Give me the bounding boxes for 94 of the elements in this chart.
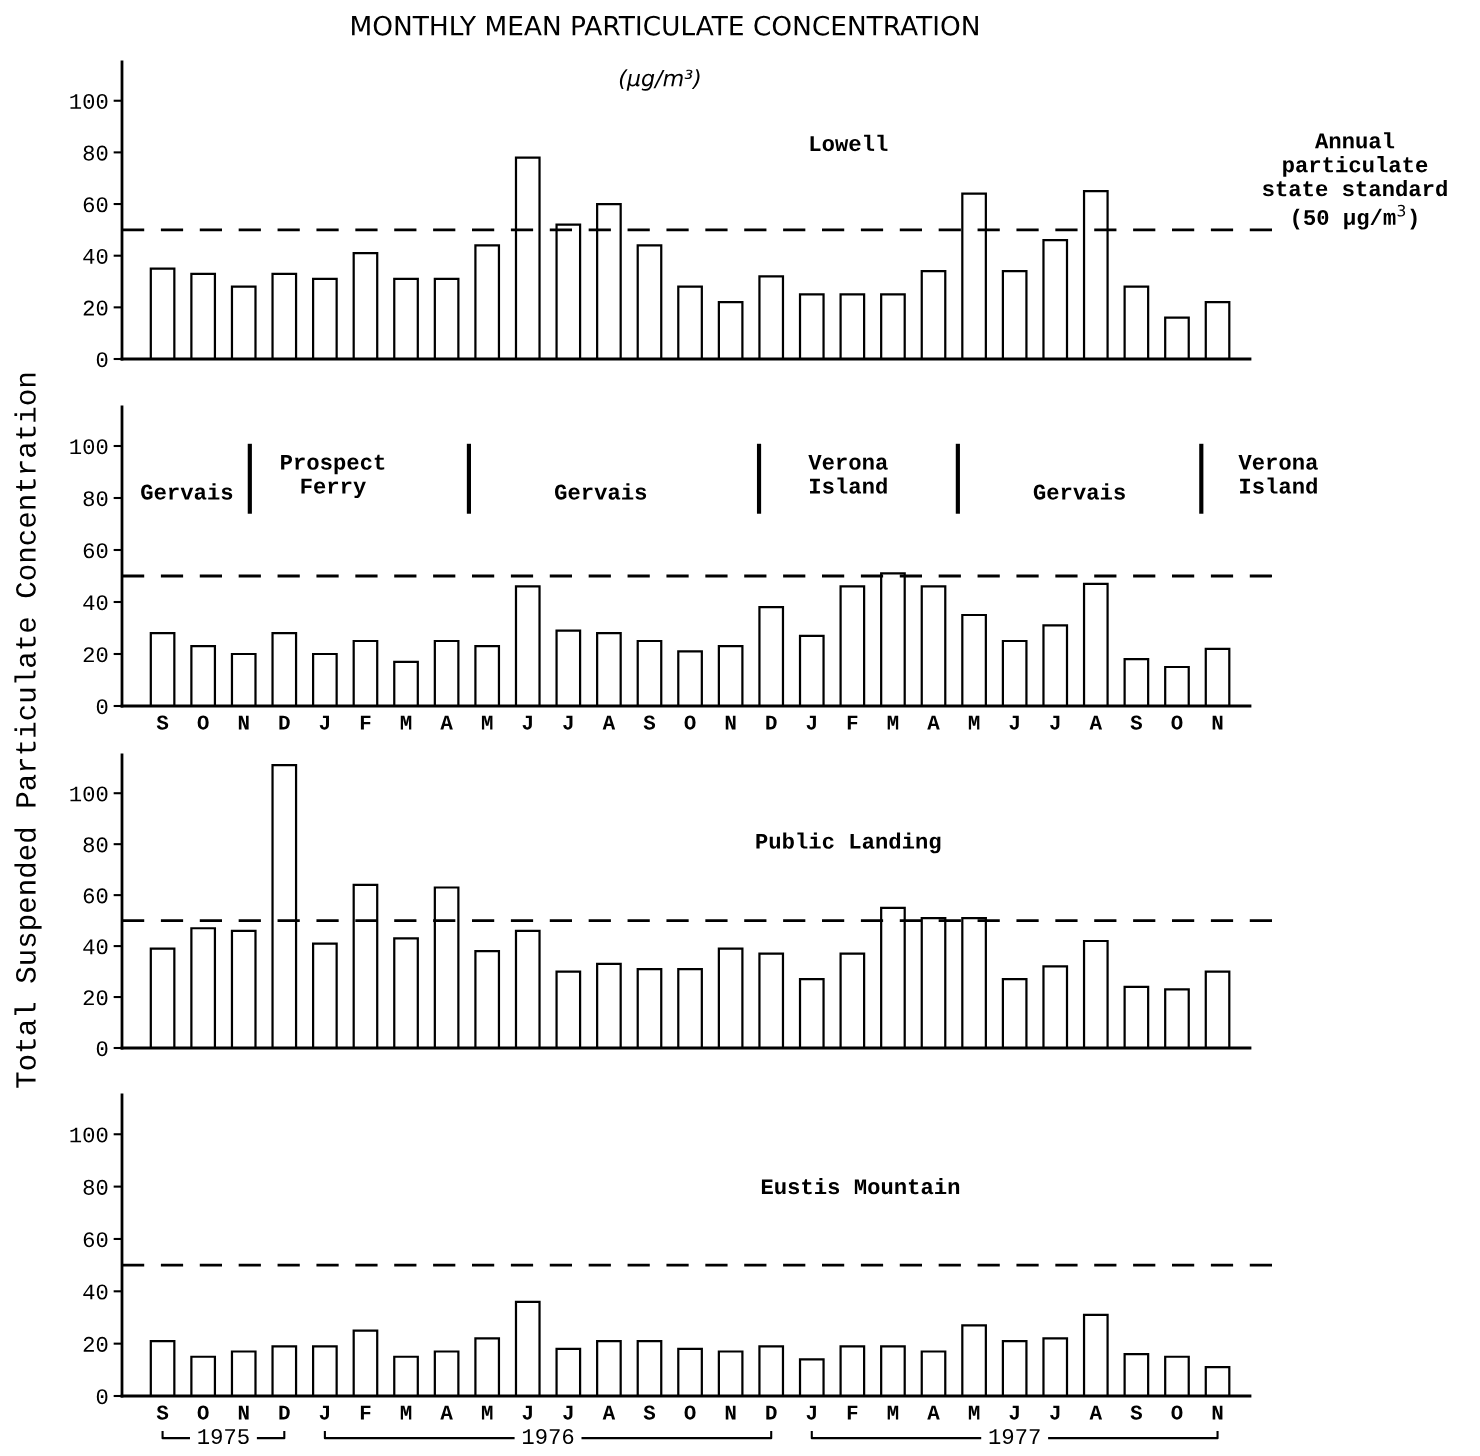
y-tick-label: 0 bbox=[96, 352, 108, 368]
x-tick-label: J bbox=[806, 715, 816, 730]
y-tick-label: 20 bbox=[83, 300, 108, 316]
annotation: Eustis Mountain bbox=[761, 1177, 960, 1195]
y-tick-label: 100 bbox=[70, 93, 108, 110]
x-tick-label: J bbox=[319, 1405, 329, 1420]
x-tick-label: F bbox=[847, 715, 858, 730]
y-tick-label: 60 bbox=[83, 197, 108, 213]
y-tick-label: 0 bbox=[96, 1389, 108, 1405]
x-tick-label: J bbox=[1009, 1405, 1019, 1420]
x-tick-label: S bbox=[643, 715, 656, 730]
x-tick-label: A bbox=[602, 715, 616, 730]
x-tick-label: N bbox=[1212, 715, 1223, 730]
x-tick-label: M bbox=[968, 1405, 980, 1420]
x-tick-label: M bbox=[481, 1405, 493, 1420]
x-tick-label: J bbox=[319, 715, 329, 730]
annotation: Public Landing bbox=[756, 832, 941, 854]
x-tick-label: J bbox=[522, 715, 532, 730]
y-tick-label: 0 bbox=[96, 699, 108, 715]
ref-line-label: Annual particulate state standard (50 µg/m$^{3}$) bbox=[1262, 132, 1447, 230]
x-tick-label: J bbox=[1050, 715, 1060, 730]
x-tick-label: J bbox=[806, 1405, 816, 1420]
x-tick-label: M bbox=[481, 715, 493, 730]
y-tick-label: 60 bbox=[83, 1232, 108, 1248]
x-tick-label: N bbox=[725, 715, 736, 730]
x-tick-label: S bbox=[643, 1405, 656, 1420]
x-tick-label: S bbox=[156, 1405, 169, 1420]
x-tick-label: S bbox=[1130, 715, 1142, 730]
y-tick-label: 80 bbox=[83, 145, 108, 161]
chart-title: MONTHLY MEAN PARTICULATE CONCENTRATION bbox=[352, 15, 978, 36]
y-tick-label: 40 bbox=[83, 248, 108, 264]
x-tick-label: S bbox=[1130, 1405, 1142, 1420]
x-tick-label: O bbox=[684, 715, 696, 730]
y-tick-label: 80 bbox=[83, 837, 108, 853]
y-tick-label: 80 bbox=[83, 491, 108, 507]
x-tick-label: N bbox=[725, 1405, 736, 1420]
x-tick-label: O bbox=[1171, 715, 1183, 730]
x-tick-label: O bbox=[197, 1405, 209, 1420]
x-tick-label: A bbox=[1089, 715, 1103, 730]
annotation: Verona Island bbox=[1238, 454, 1318, 494]
x-tick-label: A bbox=[440, 715, 453, 730]
x-tick-label: N bbox=[238, 1405, 249, 1420]
x-tick-label: J bbox=[563, 715, 573, 730]
y-tick-label: 40 bbox=[83, 595, 108, 611]
x-tick-label: J bbox=[563, 1405, 573, 1420]
x-tick-label: A bbox=[927, 715, 940, 730]
annotation: Verona Island bbox=[808, 454, 888, 494]
annotation: Prospect Ferry bbox=[281, 454, 385, 499]
x-tick-label: A bbox=[927, 1405, 940, 1420]
x-tick-label: O bbox=[1171, 1405, 1183, 1420]
y-tick-label: 0 bbox=[96, 1041, 108, 1057]
x-tick-label: A bbox=[1089, 1405, 1103, 1420]
y-tick-label: 100 bbox=[70, 1127, 108, 1143]
x-tick-label: M bbox=[887, 715, 899, 730]
x-tick-label: S bbox=[156, 715, 169, 730]
y-tick-label: 20 bbox=[83, 1336, 108, 1352]
x-tick-label: N bbox=[1212, 1405, 1223, 1420]
y-tick-label: 100 bbox=[70, 439, 108, 455]
x-tick-label: F bbox=[360, 1405, 371, 1420]
annotation: Gervais bbox=[1033, 483, 1125, 500]
x-tick-label: D bbox=[279, 715, 290, 730]
y-tick-label: 20 bbox=[83, 990, 108, 1006]
y-tick-label: 100 bbox=[70, 786, 108, 802]
x-tick-label: A bbox=[602, 1405, 616, 1420]
annotation: Lowell bbox=[810, 134, 888, 152]
annotation: Gervais bbox=[141, 483, 233, 500]
y-axis-title: Total Suspended Particulate Concentration bbox=[14, 373, 42, 1088]
x-tick-label: D bbox=[279, 1405, 290, 1420]
y-tick-label: 40 bbox=[83, 939, 108, 955]
y-tick-label: 80 bbox=[83, 1179, 108, 1195]
x-tick-label: O bbox=[197, 715, 209, 730]
y-tick-label: 40 bbox=[83, 1284, 108, 1300]
text: 1977 bbox=[989, 1429, 1040, 1445]
text: 1975 bbox=[198, 1429, 249, 1445]
annotation: Gervais bbox=[554, 483, 647, 500]
x-tick-label: J bbox=[522, 1405, 532, 1420]
x-tick-label: N bbox=[238, 715, 249, 730]
x-tick-label: F bbox=[360, 715, 371, 730]
x-tick-label: M bbox=[968, 715, 980, 730]
x-tick-label: M bbox=[887, 1405, 899, 1420]
x-tick-label: A bbox=[440, 1405, 453, 1420]
y-tick-label: 60 bbox=[83, 888, 108, 904]
x-tick-label: M bbox=[400, 1405, 412, 1420]
chart-subtitle: (µg/m³) bbox=[619, 69, 700, 91]
x-tick-label: F bbox=[847, 1405, 858, 1420]
x-tick-label: J bbox=[1009, 715, 1019, 730]
text: 1976 bbox=[522, 1429, 574, 1445]
x-tick-label: D bbox=[766, 1405, 777, 1420]
x-tick-label: J bbox=[1050, 1405, 1060, 1420]
x-tick-label: D bbox=[766, 715, 777, 730]
x-tick-label: O bbox=[684, 1405, 696, 1420]
y-tick-label: 20 bbox=[83, 647, 108, 663]
x-tick-label: M bbox=[400, 715, 412, 730]
y-tick-label: 60 bbox=[83, 543, 108, 559]
